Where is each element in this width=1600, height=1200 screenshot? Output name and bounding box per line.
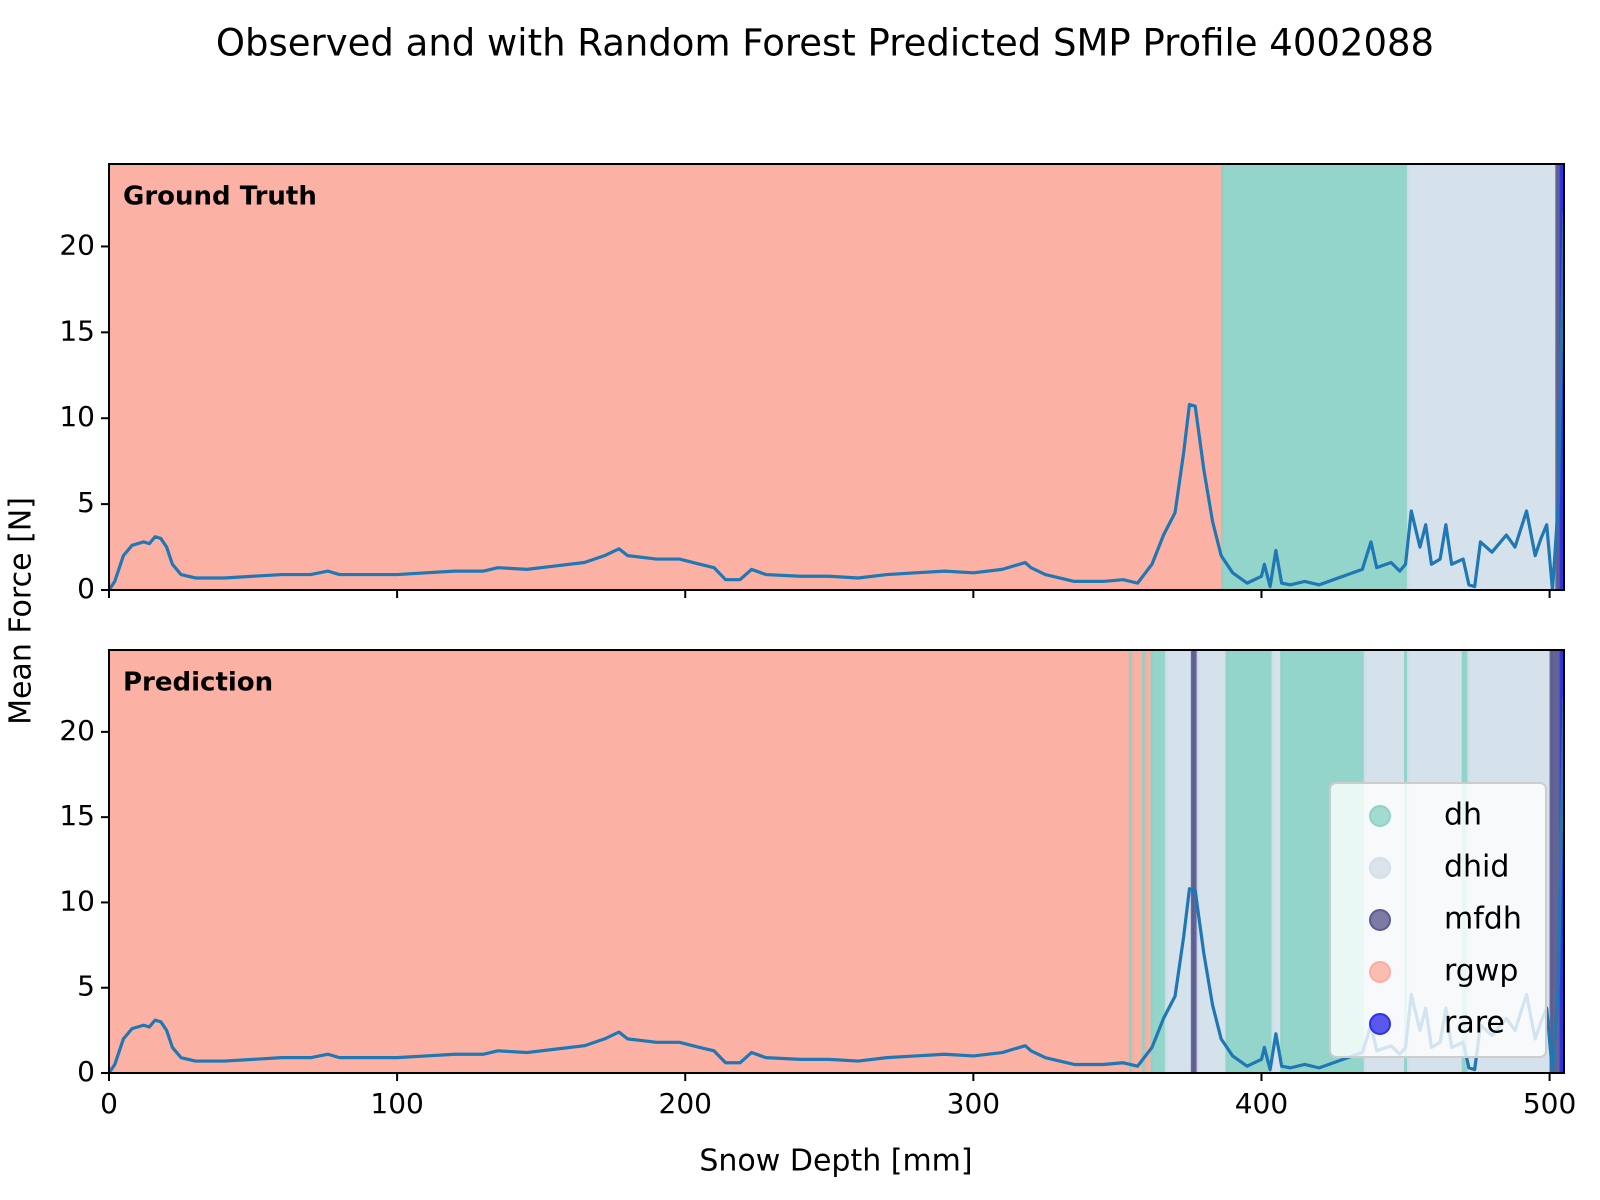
- legend: dh dhid mfdh rgwp rare: [1329, 782, 1547, 1058]
- y-tick-label: 0: [77, 572, 95, 605]
- legend-label: mfdh: [1444, 902, 1522, 937]
- x-tick-label: 200: [659, 1087, 712, 1120]
- x-axis-label: Snow Depth [mm]: [699, 1144, 972, 1179]
- legend-marker: [1369, 909, 1391, 931]
- y-axis-label: Mean Force [N]: [4, 497, 39, 725]
- panel-label: Prediction: [123, 668, 273, 698]
- y-tick-label: 10: [59, 400, 95, 433]
- axes-frame: [108, 649, 1565, 1074]
- class-span: [1221, 164, 1410, 590]
- axes-frame: [108, 163, 1565, 591]
- class-span: [1150, 650, 1168, 1073]
- force-line: [109, 212, 1564, 590]
- y-tick-label: 10: [59, 884, 95, 917]
- class-span: [1225, 650, 1275, 1073]
- class-span: [1406, 164, 1559, 590]
- x-tick-label: 0: [100, 1087, 118, 1120]
- y-tick-label: 15: [59, 799, 95, 832]
- x-tick-label: 300: [947, 1087, 1000, 1120]
- legend-box: [1329, 782, 1547, 1058]
- panel-label: Ground Truth: [123, 182, 317, 212]
- legend-marker: [1369, 857, 1391, 879]
- class-span: [1131, 650, 1145, 1073]
- legend-label: dhid: [1444, 850, 1509, 885]
- y-tick-label: 20: [59, 228, 95, 261]
- y-tick-label: 15: [59, 314, 95, 347]
- legend-label: rare: [1444, 1006, 1505, 1041]
- chart-title: Observed and with Random Forest Predicte…: [216, 22, 1434, 65]
- class-span: [1164, 650, 1194, 1073]
- plot-area: [109, 164, 1564, 590]
- class-span: [109, 164, 1225, 590]
- y-tick-label: 5: [77, 486, 95, 519]
- legend-marker: [1369, 961, 1391, 983]
- x-tick-label: 500: [1523, 1087, 1576, 1120]
- class-span: [109, 650, 1132, 1073]
- legend-label: dh: [1444, 798, 1482, 833]
- legend-marker: [1369, 1013, 1391, 1035]
- legend-label: rgwp: [1444, 954, 1518, 989]
- x-tick-label: 100: [370, 1087, 423, 1120]
- y-tick-label: 5: [77, 970, 95, 1003]
- x-tick-label: 400: [1235, 1087, 1288, 1120]
- y-tick-label: 0: [77, 1055, 95, 1088]
- legend-marker: [1369, 805, 1391, 827]
- y-tick-label: 20: [59, 714, 95, 747]
